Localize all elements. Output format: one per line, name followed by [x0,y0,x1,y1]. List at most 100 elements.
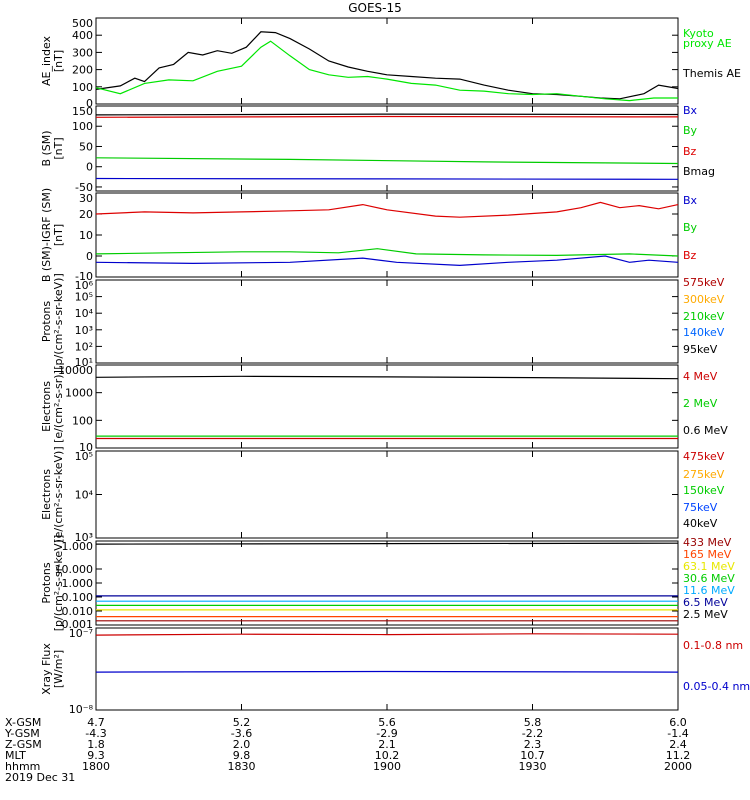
time-axis-value: 9.8 [233,749,251,762]
y-tick-label: 10⁶ [75,279,94,292]
time-axis-value: -2.9 [376,727,397,740]
y-tick-label: 10000 [58,364,93,377]
legend-label: Bz [683,145,697,158]
legend-label: 63.1 MeV [683,560,735,573]
series-line [95,542,679,545]
y-tick-label: 0 [86,250,93,263]
series-line [95,201,679,218]
y-tick-label: 1.000 [62,577,94,590]
y-axis-label-line: B (SM) [40,130,53,166]
y-tick-label: 100 [72,120,93,133]
y-axis-label: Protons[p/(cm²-s-sr-keV)] [40,535,65,632]
legend-label: 75keV [683,501,718,514]
y-tick-label: 10.000 [55,563,94,576]
y-tick-label: 10⁻⁸ [69,703,94,716]
series-line [95,31,679,100]
y-tick-label: 1000 [65,387,93,400]
y-axis-label-line: [p/(cm²-s-sr-keV)] [52,273,65,370]
legend-label: 95keV [683,343,718,356]
legend-label: 275keV [683,468,725,481]
time-axis-value: 2.3 [524,738,542,751]
y-tick-label: 100 [72,414,93,427]
time-axis-row-label: Z-GSM [5,738,42,751]
time-axis-value: -4.3 [85,727,106,740]
legend-label: 11.6 MeV [683,584,735,597]
time-axis-value: 1830 [228,760,256,773]
legend-label: 30.6 MeV [683,572,735,585]
y-axis-label: B (SM)-IGRF (SM)[nT] [40,188,65,282]
panel-bigrf: 30 20 10 0 -10 B (SM)-IGRF (SM)[nT] Bx By Bz [40,188,698,283]
y-axis-label-line: [W/m²] [52,650,65,688]
y-tick-label: 500 [72,17,93,30]
series-line [95,670,679,673]
y-axis-label: AE_index[nT] [40,35,65,86]
time-axis-value: -3.6 [231,727,252,740]
time-axis-value: 10.7 [520,749,545,762]
panel-electrons_mageis: 10⁵ 10⁴ 10³ Electrons[e/(cm²-s-sr-keV)] 475k… [40,446,725,544]
legend-label: 140keV [683,326,725,339]
y-tick-label: 0 [86,97,93,110]
y-axis-label-line: [nT] [52,50,65,72]
legend-label: Bz [683,249,697,262]
legend-label: 433 MeV [683,536,732,549]
time-axis-value: 2000 [664,760,692,773]
time-axis-row-label: Y-GSM [4,727,40,740]
legend-label: 2.5 MeV [683,608,728,621]
y-axis-label-line: [p/(cm²-s-sr-keV)] [52,535,65,632]
y-tick-label: 30 [79,192,93,205]
y-axis-label-line: [nT] [52,137,65,159]
time-axis-value: 2.1 [378,738,396,751]
y-tick-label: 1.000 [62,540,94,553]
y-axis-label-line: [e/(cm²-s-sr-keV)] [52,446,65,542]
time-axis-value: 1.8 [87,738,105,751]
y-tick-label: 300 [72,46,93,59]
legend-label: 300keV [683,293,725,306]
y-axis-label: Protons[p/(cm²-s-sr-keV)] [40,273,65,370]
legend-label: 0.1-0.8 nm [683,639,743,652]
time-axis-value: 10.2 [375,749,400,762]
y-tick-label: 20 [79,208,93,221]
y-tick-label: 0.001 [62,618,94,631]
y-tick-label: 10⁻⁷ [69,627,93,640]
y-tick-label: 150 [72,105,93,118]
panel-bsm: 150 100 50 0 -50 B (SM)[nT] Bx By Bz Bmag [40,104,715,194]
legend-label: 0.6 MeV [683,424,728,437]
series-line [95,177,679,180]
y-tick-label: 10 [79,229,93,242]
legend-label: Bx [683,194,698,207]
legend-label: Bmag [683,165,715,178]
legend-label: proxy AE [683,37,732,50]
y-tick-label: 10⁵ [75,450,93,463]
y-tick-label: 10² [75,340,93,353]
y-tick-label: 0 [86,161,93,174]
y-tick-label: 10 [79,441,93,454]
legend-label: 150keV [683,484,725,497]
legend-label: 6.5 MeV [683,596,728,609]
y-axis-label-line: Electrons [40,469,53,520]
time-axis-value: -2.2 [522,727,543,740]
panel-xray: 10⁻⁷ 10⁻⁸ Xray Flux[W/m²] 0.1-0.8 nm 0.05-0.… [40,627,750,716]
legend-label: 165 MeV [683,548,732,561]
panel-frame [95,279,679,364]
time-axis-value: 6.0 [669,716,687,729]
y-tick-label: 10¹ [75,356,93,369]
legend-label: Kyoto [683,27,714,40]
legend-label: 210keV [683,310,725,323]
y-axis-label-line: Xray Flux [40,643,53,695]
y-tick-label: 10³ [75,324,93,337]
series-line [95,157,679,165]
time-axis-row-label: 2019 Dec 31 [5,771,75,784]
legend-label: Themis AE [682,67,741,80]
panel-frame [95,17,679,105]
series-line [95,248,679,257]
y-tick-label: 400 [72,29,93,42]
y-axis-label-line: B (SM)-IGRF (SM) [40,188,53,282]
y-tick-label: 10⁴ [75,307,94,320]
panel-protons_hi: 1.00010.0001.0000.1000.0100.001Protons[p… [40,535,735,632]
legend-label: 0.05-0.4 nm [683,680,750,693]
series-line [95,375,679,380]
time-axis-value: 11.2 [666,749,691,762]
time-axis-value: 5.8 [524,716,542,729]
